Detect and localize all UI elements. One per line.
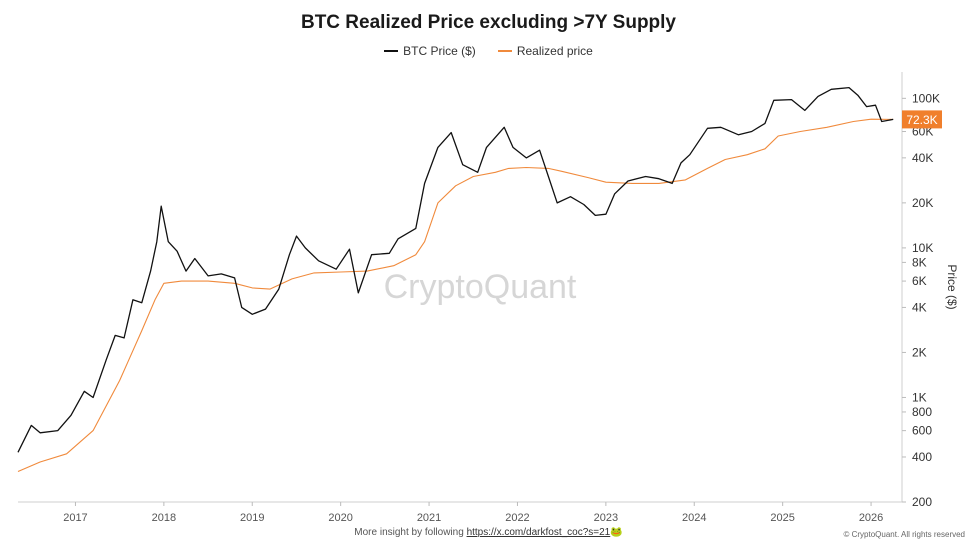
watermark: CryptoQuant — [384, 268, 577, 306]
frog-emoji-icon: 🐸 — [610, 527, 623, 538]
legend-item-realized-price[interactable]: Realized price — [497, 44, 593, 58]
y-axis-label: Price ($) — [945, 264, 959, 309]
x-tick-label: 2020 — [328, 512, 352, 524]
legend-label-btc-price: BTC Price ($) — [403, 44, 476, 58]
x-tick-label: 2026 — [859, 512, 883, 524]
current-value-badge — [902, 110, 942, 129]
y-tick-label: 6K — [912, 274, 927, 288]
y-tick-label: 8K — [912, 255, 927, 269]
legend-item-btc-price[interactable]: BTC Price ($) — [384, 44, 476, 58]
y-tick-label: 20K — [912, 196, 933, 210]
legend-swatch-realized-price — [497, 50, 512, 52]
footer: More insight by following https://x.com/… — [0, 527, 977, 538]
legend-label-realized-price: Realized price — [516, 44, 593, 58]
x-tick-label: 2018 — [152, 512, 176, 524]
copyright: © CryptoQuant. All rights reserved — [843, 530, 966, 539]
y-tick-label: 40K — [912, 151, 933, 165]
y-tick-label: 100K — [912, 91, 940, 105]
x-tick-label: 2024 — [682, 512, 706, 524]
y-tick-label: 800 — [912, 405, 932, 419]
footer-text: More insight by following — [354, 527, 464, 538]
x-tick-label: 2025 — [770, 512, 794, 524]
legend: BTC Price ($) Realized price — [0, 44, 977, 58]
series-btc-price-line — [17, 86, 894, 453]
x-tick-label: 2022 — [505, 512, 529, 524]
y-tick-label: 4K — [912, 300, 927, 314]
y-tick-label: 600 — [912, 424, 932, 438]
y-tick-label: 200 — [912, 495, 932, 509]
x-tick-label: 2021 — [417, 512, 441, 524]
y-tick-label: 2K — [912, 345, 927, 359]
x-tick-label: 2023 — [594, 512, 618, 524]
y-tick-label: 400 — [912, 450, 932, 464]
current-value-label: 72.3K — [906, 113, 937, 127]
legend-swatch-btc-price — [384, 50, 399, 52]
series-realized-price-line — [17, 118, 894, 473]
y-tick-label: 1K — [912, 390, 927, 404]
chart-title: BTC Realized Price excluding >7Y Supply — [300, 12, 677, 33]
y-tick-label: 10K — [912, 241, 933, 255]
x-tick-label: 2019 — [240, 512, 264, 524]
footer-link[interactable]: https://x.com/darkfost_coc?s=21 — [466, 527, 611, 538]
x-tick-label: 2017 — [63, 512, 87, 524]
